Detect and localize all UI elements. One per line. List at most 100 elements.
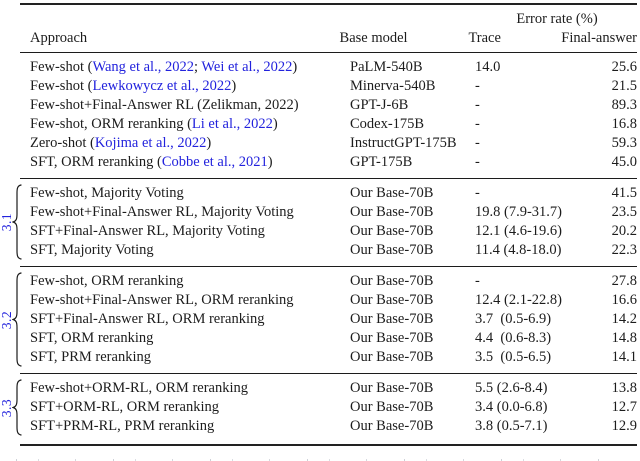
citation-link[interactable]: Lewkowycz et al., 2022 xyxy=(92,78,232,94)
approach-text: Few-shot ( xyxy=(30,59,93,75)
approach-text: SFT+ORM-RL, ORM reranking xyxy=(30,399,220,415)
approach-cell: Few-shot (Lewkowycz et al., 2022) xyxy=(20,77,350,96)
approach-cell: SFT, ORM reranking xyxy=(20,329,350,348)
approach-text: SFT, PRM reranking xyxy=(30,349,151,365)
final-answer-error-cell: 25.6 xyxy=(611,59,637,75)
table-row: SFT+ORM-RL, ORM reranking Our Base-70B 3.4… xyxy=(20,398,637,417)
group-brace-icon xyxy=(12,184,22,260)
base-model-cell: Our Base-70B xyxy=(350,185,434,201)
base-model-cell: Our Base-70B xyxy=(350,204,434,220)
approach-text: Few-shot, ORM reranking xyxy=(30,273,184,289)
base-model-cell: Our Base-70B xyxy=(350,311,434,327)
approach-text: Few-shot+Final-Answer RL, Majority Votin… xyxy=(30,204,294,220)
section-ref-3.3[interactable]: 3.3 xyxy=(0,398,14,417)
citation-link[interactable]: Wei et al., 2022 xyxy=(201,59,293,75)
trace-error-cell: - xyxy=(475,135,480,151)
final-answer-error-cell: 14.1 xyxy=(611,349,637,365)
row-group-baselines: Few-shot (Wang et al., 2022; Wei et al.,… xyxy=(20,55,637,175)
trace-error-cell: - xyxy=(475,154,480,170)
table-bottom-rule xyxy=(20,444,637,446)
header-rule xyxy=(20,52,637,53)
column-header-base-model: Base model xyxy=(339,30,408,46)
approach-text: Few-shot, Majority Voting xyxy=(30,185,184,201)
base-model-cell: Our Base-70B xyxy=(350,242,434,258)
trace-error-cell: - xyxy=(475,116,480,132)
approach-text: Zero-shot ( xyxy=(30,135,95,151)
trace-error-cell: 14.0 xyxy=(475,59,501,75)
table-row: Few-shot+Final-Answer RL, ORM reranking O… xyxy=(20,291,637,310)
approach-cell: Few-shot+ORM-RL, ORM reranking xyxy=(20,379,350,398)
approach-cell: Few-shot+Final-Answer RL, ORM reranking xyxy=(20,291,350,310)
approach-text: Few-shot, ORM reranking ( xyxy=(30,116,192,132)
final-answer-error-cell: 45.0 xyxy=(611,154,637,170)
table-row: Few-shot, ORM reranking Our Base-70B - 27.8 xyxy=(20,272,637,291)
trace-error-cell: 12.4 (2.1-22.8) xyxy=(475,292,562,308)
table-row: Few-shot (Wang et al., 2022; Wei et al.,… xyxy=(20,58,637,77)
table-row: Few-shot+Final-Answer RL (Zelikman, 2022… xyxy=(20,96,637,115)
base-model-cell: InstructGPT-175B xyxy=(350,135,457,151)
final-answer-error-cell: 89.3 xyxy=(611,97,637,113)
row-group-3.1: 3.1 Few-shot, Majority Voting Our Base-70B… xyxy=(0,181,637,263)
trace-error-cell: - xyxy=(475,97,480,113)
final-answer-error-cell: 14.8 xyxy=(611,330,637,346)
base-model-cell: Codex-175B xyxy=(350,116,425,132)
base-model-cell: PaLM-540B xyxy=(350,59,423,75)
final-answer-error-cell: 59.3 xyxy=(611,135,637,151)
trace-error-cell: 3.8 (0.5-7.1) xyxy=(475,418,548,434)
trace-error-cell: 4.4 (0.6-8.3) xyxy=(475,330,552,346)
trace-error-cell: 3.7 (0.5-6.9) xyxy=(475,311,552,327)
base-model-cell: Our Base-70B xyxy=(350,330,434,346)
final-answer-error-cell: 27.8 xyxy=(611,273,637,289)
approach-text: ) xyxy=(272,116,278,132)
section-ref-3.1[interactable]: 3.1 xyxy=(0,212,14,232)
approach-text: Few-shot ( xyxy=(30,78,93,94)
column-header-final-answer: Final-answer xyxy=(561,30,637,46)
section-ref-3.2[interactable]: 3.2 xyxy=(0,310,14,329)
approach-text: Few-shot+Final-Answer RL (Zelikman, 2022… xyxy=(30,97,299,113)
results-table: Error rate (%) Approach Base model Trace… xyxy=(0,0,637,446)
section-label-wrap: 3.1 xyxy=(0,181,14,263)
final-answer-error-cell: 16.6 xyxy=(611,292,637,308)
table-row: SFT, ORM reranking Our Base-70B 4.4 (0.6-8… xyxy=(20,329,637,348)
approach-text: SFT, Majority Voting xyxy=(30,242,154,258)
final-answer-error-cell: 14.2 xyxy=(611,311,637,327)
approach-cell: SFT, Majority Voting xyxy=(20,241,350,260)
header-columns-line: Approach Base model Trace Final-answer xyxy=(20,28,637,49)
header-spacer xyxy=(20,10,477,28)
header-group-line: Error rate (%) xyxy=(20,10,637,28)
base-model-cell: Minerva-540B xyxy=(350,78,436,94)
table-row: SFT+Final-Answer RL, Majority Voting Our … xyxy=(20,222,637,241)
row-group-3.3: 3.3 Few-shot+ORM-RL, ORM reranking Our Bas… xyxy=(0,376,637,439)
approach-cell: Few-shot (Wang et al., 2022; Wei et al.,… xyxy=(20,58,350,77)
final-answer-error-cell: 12.7 xyxy=(611,399,637,415)
trace-error-cell: - xyxy=(475,185,480,201)
approach-cell: SFT+Final-Answer RL, ORM reranking xyxy=(20,310,350,329)
base-model-cell: GPT-175B xyxy=(350,154,413,170)
table-header: Error rate (%) Approach Base model Trace… xyxy=(20,10,637,49)
base-model-cell: Our Base-70B xyxy=(350,418,434,434)
table-row: Few-shot (Lewkowycz et al., 2022) Minerva… xyxy=(20,77,637,96)
trace-error-cell: 5.5 (2.6-8.4) xyxy=(475,380,548,396)
base-model-cell: Our Base-70B xyxy=(350,380,434,396)
trace-error-cell: 19.8 (7.9-31.7) xyxy=(475,204,562,220)
final-answer-error-cell: 21.5 xyxy=(611,78,637,94)
group-brace-icon xyxy=(12,272,22,367)
base-model-cell: Our Base-70B xyxy=(350,223,434,239)
column-header-approach: Approach xyxy=(30,30,88,46)
column-header-trace: Trace xyxy=(468,30,501,46)
table-row: SFT, PRM reranking Our Base-70B 3.5 (0.5-6… xyxy=(20,348,637,367)
table-row: Few-shot+ORM-RL, ORM reranking Our Base-7… xyxy=(20,379,637,398)
citation-link[interactable]: Kojima et al., 2022 xyxy=(94,135,207,151)
approach-cell: SFT, PRM reranking xyxy=(20,348,350,367)
approach-text: ) xyxy=(206,135,212,151)
citation-link[interactable]: Wang et al., 2022 xyxy=(92,59,194,75)
approach-text: Few-shot+ORM-RL, ORM reranking xyxy=(30,380,249,396)
approach-cell: SFT+ORM-RL, ORM reranking xyxy=(20,398,350,417)
citation-link[interactable]: Li et al., 2022 xyxy=(191,116,273,132)
approach-text: SFT, ORM reranking xyxy=(30,330,154,346)
row-group-3.2: 3.2 Few-shot, ORM reranking Our Base-70B - 2… xyxy=(0,269,637,370)
citation-link[interactable]: Cobbe et al., 2021 xyxy=(161,154,268,170)
table-row: Few-shot, ORM reranking (Li et al., 2022… xyxy=(20,115,637,134)
table-row: Few-shot, Majority Voting Our Base-70B - 41… xyxy=(20,184,637,203)
table-row: SFT+PRM-RL, PRM reranking Our Base-70B 3.8… xyxy=(20,417,637,436)
